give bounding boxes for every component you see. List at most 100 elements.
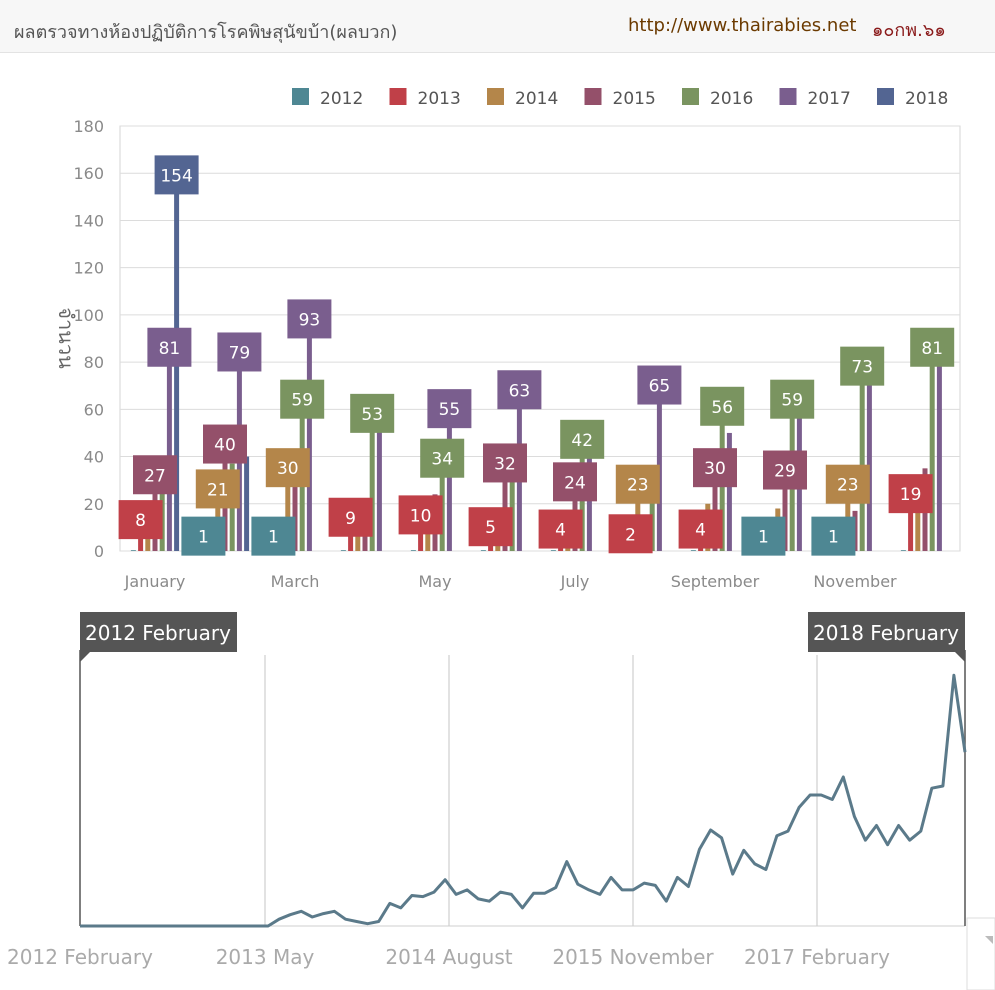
data-label-2014-august: 23 <box>615 464 660 504</box>
bar-2017-may <box>446 421 452 551</box>
x-tick-label: January <box>124 572 186 591</box>
data-label-box <box>203 424 247 464</box>
data-label-2013-june: 5 <box>468 507 513 547</box>
data-label-box <box>637 365 682 405</box>
scroll-corner <box>966 917 995 990</box>
x-tick-label: March <box>271 572 320 591</box>
data-label-text: 32 <box>494 454 516 474</box>
data-label-box <box>118 500 163 540</box>
data-label-2013-april: 9 <box>328 497 373 537</box>
bar-2017-november <box>866 362 872 551</box>
data-label-text: 2 <box>625 525 636 545</box>
data-label-text: 34 <box>431 450 453 470</box>
data-label-box <box>693 448 737 488</box>
data-label-2014-february: 21 <box>195 469 240 509</box>
data-label-text: 4 <box>695 521 706 541</box>
y-tick-label: 120 <box>73 259 104 278</box>
range-start-text: 2012 February <box>85 621 231 645</box>
data-label-text: 4 <box>555 521 566 541</box>
data-label-2012-november: 1 <box>811 516 856 556</box>
bar-2016-june <box>509 456 515 551</box>
bar-2017-march <box>306 331 312 551</box>
data-label-text: 19 <box>900 485 922 505</box>
bar-2012-june <box>480 550 486 551</box>
data-label-2015-january: 27 <box>133 455 177 495</box>
data-label-text: 24 <box>564 473 586 493</box>
data-label-text: 23 <box>837 476 859 496</box>
x-tick-label: July <box>560 572 590 591</box>
data-label-box <box>427 389 472 429</box>
navigator-tick-label: 2017 February <box>744 945 890 969</box>
data-label-box <box>280 379 325 419</box>
data-label-box <box>538 509 583 549</box>
data-label-2013-august: 2 <box>608 514 653 554</box>
data-label-text: 1 <box>198 528 209 548</box>
data-label-text: 30 <box>277 459 299 479</box>
y-tick-label: 20 <box>84 495 104 514</box>
y-tick-label: 60 <box>84 400 104 419</box>
bar-2016-april <box>369 425 375 551</box>
y-axis-label: จำนวน <box>54 307 78 369</box>
y-tick-label: 40 <box>84 448 104 467</box>
data-label-box <box>497 370 542 410</box>
data-label-2017-may: 55 <box>427 389 472 429</box>
data-label-text: 29 <box>774 462 796 482</box>
date-label: ๑๐กพ.๖๑ <box>872 20 946 41</box>
data-label-text: 53 <box>361 405 383 425</box>
navigator-tick-label: 2014 August <box>385 945 512 969</box>
data-label-2013-december: 19 <box>888 474 933 514</box>
legend-item-2013: 2013 <box>389 88 461 109</box>
bar-2016-august <box>649 470 655 551</box>
legend-item-2017: 2017 <box>779 88 851 109</box>
range-start-box <box>80 612 237 652</box>
legend-swatch <box>779 88 797 105</box>
data-label-text: 5 <box>485 518 496 538</box>
data-label-2017-august: 65 <box>637 365 682 405</box>
site-url-link[interactable]: http://www.thairabies.net <box>628 15 857 36</box>
data-label-box <box>615 464 660 504</box>
data-label-box <box>910 327 955 367</box>
data-label-text: 55 <box>439 400 461 420</box>
bar-2012-january <box>130 550 136 551</box>
data-label-box <box>181 516 226 556</box>
range-end-pointer <box>953 650 965 662</box>
legend-label: 2012 <box>320 89 363 109</box>
data-label-2015-october: 29 <box>763 450 807 490</box>
data-label-2016-april: 53 <box>350 393 395 433</box>
data-label-box <box>328 497 373 537</box>
data-label-text: 10 <box>410 506 432 526</box>
legend-swatch <box>584 88 602 105</box>
bar-2012-december <box>900 550 906 551</box>
legend-swatch <box>877 88 894 105</box>
data-label-2016-december: 81 <box>910 327 955 367</box>
range-start-label: 2012 February <box>80 612 237 662</box>
data-label-text: 65 <box>649 377 671 397</box>
data-label-2017-june: 63 <box>497 370 542 410</box>
data-label-2012-march: 1 <box>251 516 296 556</box>
data-label-2016-may: 34 <box>420 438 465 478</box>
navigator-tick-label: 2015 November <box>552 945 714 969</box>
bar-2013-january <box>138 532 144 551</box>
range-end-box <box>808 612 965 652</box>
data-label-box <box>287 299 332 339</box>
y-tick-label: 0 <box>94 542 104 561</box>
legend-swatch <box>292 88 309 105</box>
legend-item-2014: 2014 <box>487 88 558 109</box>
x-tick-label: November <box>813 572 897 591</box>
legend-swatch <box>487 88 504 105</box>
data-label-2013-january: 8 <box>118 500 163 540</box>
data-label-box <box>763 450 807 490</box>
data-label-text: 42 <box>571 431 593 451</box>
data-label-text: 27 <box>144 466 166 486</box>
y-tick-label: 100 <box>73 306 104 325</box>
data-label-box <box>468 507 513 547</box>
navigator-line <box>80 673 967 928</box>
data-label-box <box>770 379 815 419</box>
data-label-box <box>133 455 177 495</box>
data-label-box <box>811 516 856 556</box>
data-label-2016-july: 42 <box>560 419 605 459</box>
bar-2013-april <box>348 529 354 551</box>
bar-2017-december <box>936 338 942 551</box>
bar-2017-april <box>376 409 382 551</box>
data-label-2014-march: 30 <box>265 448 310 488</box>
